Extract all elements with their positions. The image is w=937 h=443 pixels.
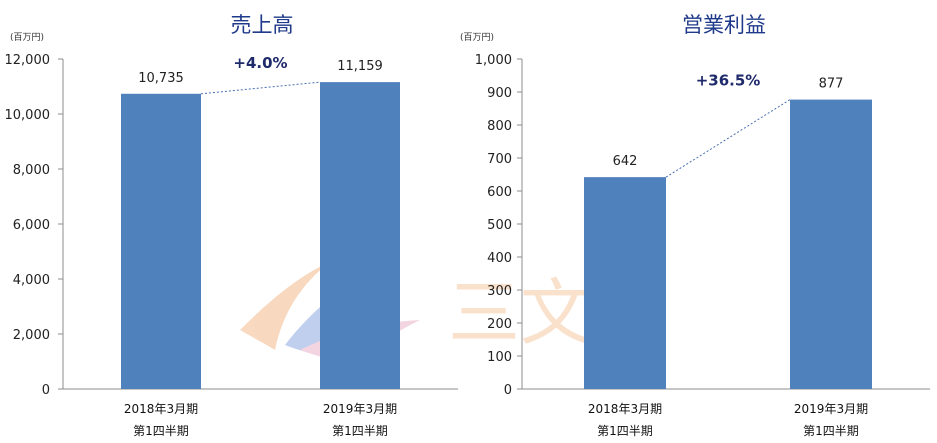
y-tick-label: 0 — [42, 383, 50, 398]
bar — [121, 93, 201, 389]
growth-label: +36.5% — [696, 72, 761, 90]
x-category-label: 2018年3月期 — [588, 402, 662, 416]
y-tick-label: 10,000 — [5, 108, 51, 123]
y-tick-label: 100 — [487, 350, 512, 365]
growth-label: +4.0% — [233, 54, 287, 72]
data-label: 11,159 — [337, 59, 383, 74]
x-category-label: 第1四半期 — [803, 424, 859, 438]
data-label: 642 — [613, 154, 638, 169]
x-category-label: 第1四半期 — [597, 424, 653, 438]
y-tick-label: 200 — [487, 317, 512, 332]
x-category-label: 2019年3月期 — [794, 402, 868, 416]
y-tick-label: 8,000 — [13, 163, 50, 178]
data-label: 877 — [819, 77, 844, 92]
x-category-label: 第1四半期 — [133, 424, 189, 438]
sales-chart: 売上高 (百万円) 0 2,000 4,000 6,000 8,000 10,000 12,… — [5, 13, 458, 438]
x-category-label: 2019年3月期 — [323, 402, 397, 416]
x-category-label: 第1四半期 — [332, 424, 388, 438]
data-label: 10,735 — [138, 71, 184, 86]
y-tick-label: 400 — [487, 251, 512, 266]
y-tick-label: 4,000 — [13, 273, 50, 288]
y-tick-label: 800 — [487, 119, 512, 134]
y-tick-label: 300 — [487, 284, 512, 299]
y-tick-label: 1,000 — [475, 53, 512, 68]
bar — [790, 99, 872, 389]
y-tick-label: 500 — [487, 218, 512, 233]
unit-label: (百万円) — [10, 32, 44, 43]
y-tick-label: 600 — [487, 185, 512, 200]
watermark-swoosh-orange-icon — [240, 262, 330, 350]
y-tick-label: 700 — [487, 152, 512, 167]
bar — [584, 177, 666, 389]
unit-label: (百万円) — [460, 32, 494, 43]
y-tick-label: 6,000 — [13, 218, 50, 233]
chart-title: 売上高 — [231, 13, 294, 37]
bar — [320, 82, 400, 389]
y-tick-label: 12,000 — [5, 53, 51, 68]
chart-title: 営業利益 — [682, 13, 766, 37]
operating-profit-chart: 営業利益 (百万円) 0 100 200 300 400 500 600 700 800 900 1… — [460, 13, 930, 438]
y-tick-label: 2,000 — [13, 328, 50, 343]
y-tick-label: 0 — [504, 383, 512, 398]
y-tick-label: 900 — [487, 86, 512, 101]
growth-connector — [665, 99, 791, 178]
x-category-label: 2018年3月期 — [124, 402, 198, 416]
growth-connector — [200, 81, 321, 95]
